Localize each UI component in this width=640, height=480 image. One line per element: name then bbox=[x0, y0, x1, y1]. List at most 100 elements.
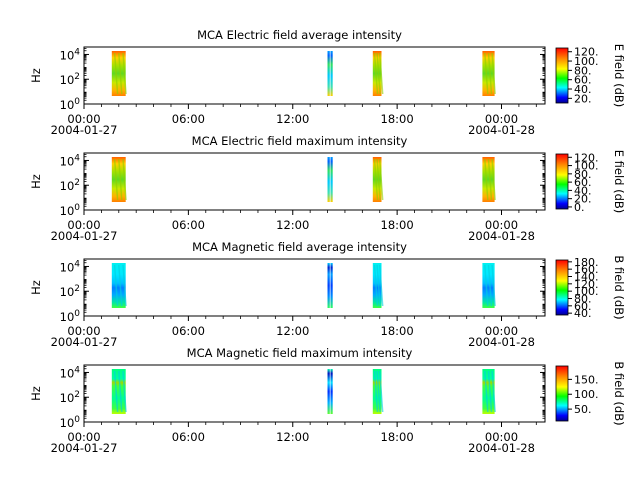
colorbar-tick-label: 120. bbox=[574, 46, 599, 59]
colorbar-tick-label: 80. bbox=[574, 64, 592, 77]
colorbar-label: E field (dB) bbox=[612, 150, 626, 214]
spectrogram-streak bbox=[378, 158, 384, 201]
plot-frame bbox=[83, 152, 546, 211]
colorbar-tick-label: 50. bbox=[574, 403, 592, 416]
colorbar: 0.20.40.60.80.100.120. E field (dB) bbox=[555, 150, 626, 214]
spectrogram-streak bbox=[373, 264, 379, 307]
colorbar: 40.60.80.100.120.140.160.180. B field (dB… bbox=[555, 255, 626, 320]
y-tick-label: 104 bbox=[60, 47, 81, 62]
spectrogram-streak bbox=[118, 52, 123, 95]
colorbar: 50. 100. 150. B field (dB) bbox=[555, 361, 626, 426]
spectrogram-streak bbox=[491, 52, 496, 95]
y-tick-label: 100 bbox=[60, 97, 81, 112]
spectrogram-streak bbox=[376, 52, 381, 95]
y-tick-label: 102 bbox=[60, 72, 80, 87]
x-tick-label: 00:00 bbox=[67, 430, 100, 444]
spectrogram-streak bbox=[376, 158, 381, 201]
spectrogram-streak bbox=[378, 52, 384, 95]
colorbar-tick-label: 80. bbox=[574, 168, 592, 181]
y-axis-label: Hz bbox=[29, 68, 43, 83]
colorbar-tick-label: 120. bbox=[574, 278, 599, 291]
colorbar-gradient bbox=[555, 365, 569, 422]
spectrogram-streak bbox=[122, 52, 127, 95]
colorbar-tick-label: 20. bbox=[574, 92, 592, 105]
x-tick-label: 00:00 bbox=[485, 324, 518, 338]
x-tick-label: 12:00 bbox=[276, 324, 309, 338]
x-date-label: 2004-01-27 bbox=[51, 229, 118, 243]
plot-frame bbox=[83, 258, 546, 317]
colorbar-tick-label: 100. bbox=[574, 55, 599, 68]
spectrogram-streak bbox=[118, 158, 123, 201]
chart-title: MCA Magnetic field average intensity bbox=[192, 240, 407, 254]
spectrogram-streak bbox=[378, 370, 384, 413]
spectrogram-streak bbox=[376, 264, 381, 307]
colorbar-tick-label: 180. bbox=[574, 256, 599, 269]
x-tick-label: 00:00 bbox=[67, 324, 100, 338]
x-date-label: 2004-01-27 bbox=[51, 335, 118, 349]
x-date-label: 2004-01-27 bbox=[51, 441, 118, 455]
y-tick-label: 100 bbox=[60, 203, 81, 218]
spectrogram-streak bbox=[484, 370, 489, 413]
x-tick-label: 00:00 bbox=[485, 112, 518, 126]
x-tick-label: 00:00 bbox=[67, 218, 100, 232]
spectrogram-block bbox=[372, 157, 382, 202]
x-tick-label: 18:00 bbox=[381, 324, 414, 338]
colorbar-tick-label: 140. bbox=[574, 271, 599, 284]
colorbar-tick-label: 40. bbox=[574, 83, 592, 96]
chart-title: MCA Electric field average intensity bbox=[197, 28, 402, 42]
colorbar-tick-label: 60. bbox=[574, 74, 592, 87]
chart-panel-2: MCA Electric field maximum intensity 100 1… bbox=[29, 134, 626, 243]
y-tick-label: 102 bbox=[60, 284, 80, 299]
y-tick-label: 102 bbox=[60, 390, 80, 405]
colorbar-tick-label: 0. bbox=[574, 201, 585, 214]
colorbar-gradient bbox=[555, 153, 569, 210]
x-tick-label: 06:00 bbox=[172, 112, 205, 126]
colorbar-label: B field (dB) bbox=[612, 361, 626, 425]
chart-panel-4: MCA Magnetic field maximum intensity 100 1… bbox=[29, 346, 626, 455]
x-tick-label: 12:00 bbox=[276, 218, 309, 232]
plot-frame bbox=[83, 46, 546, 105]
x-tick-label: 00:00 bbox=[485, 430, 518, 444]
spectrogram-streak bbox=[373, 158, 379, 201]
colorbar-tick-label: 60. bbox=[574, 176, 592, 189]
colorbar-gradient bbox=[555, 47, 569, 104]
spectrogram-streak bbox=[487, 264, 493, 307]
chart-panel-3: MCA Magnetic field average intensity 100 1… bbox=[29, 240, 626, 349]
y-axis-label: Hz bbox=[29, 174, 43, 189]
y-tick-label: 100 bbox=[60, 309, 81, 324]
x-tick-label: 12:00 bbox=[276, 112, 309, 126]
x-tick-label: 06:00 bbox=[172, 218, 205, 232]
spectrogram-streak bbox=[376, 370, 381, 413]
plot-frame bbox=[83, 364, 546, 423]
spectrogram-streak bbox=[122, 264, 127, 307]
colorbar-tick-label: 160. bbox=[574, 263, 599, 276]
chart-panel-1: MCA Electric field average intensity 100 1… bbox=[29, 28, 626, 137]
spectrogram-streak bbox=[491, 370, 496, 413]
spectrogram-streak bbox=[487, 158, 493, 201]
spectrogram-streak bbox=[491, 158, 496, 201]
spectrogram-streak bbox=[122, 158, 127, 201]
colorbar-label: E field (dB) bbox=[612, 44, 626, 108]
y-axis-label: Hz bbox=[29, 386, 43, 401]
x-tick-label: 00:00 bbox=[485, 218, 518, 232]
spectrogram-streak bbox=[122, 370, 127, 413]
spectrogram-streak bbox=[487, 52, 493, 95]
colorbar-tick-label: 80. bbox=[574, 293, 592, 306]
x-tick-label: 06:00 bbox=[172, 430, 205, 444]
x-tick-label: 00:00 bbox=[67, 112, 100, 126]
x-date-label: 2004-01-28 bbox=[468, 229, 535, 243]
spectrogram-streak bbox=[118, 264, 123, 307]
colorbar-tick-label: 120. bbox=[574, 151, 599, 164]
spectrogram-streak bbox=[484, 264, 489, 307]
colorbar-tick-label: 150. bbox=[574, 373, 599, 386]
colorbar-tick-label: 100. bbox=[574, 388, 599, 401]
spectrogram-block bbox=[372, 51, 382, 96]
y-tick-label: 102 bbox=[60, 178, 80, 193]
y-axis-label: Hz bbox=[29, 280, 43, 295]
colorbar-tick-label: 40. bbox=[574, 184, 592, 197]
y-tick-label: 104 bbox=[60, 153, 81, 168]
spectrogram-streak bbox=[491, 264, 496, 307]
y-tick-label: 104 bbox=[60, 259, 81, 274]
spectrogram-streak bbox=[373, 52, 379, 95]
